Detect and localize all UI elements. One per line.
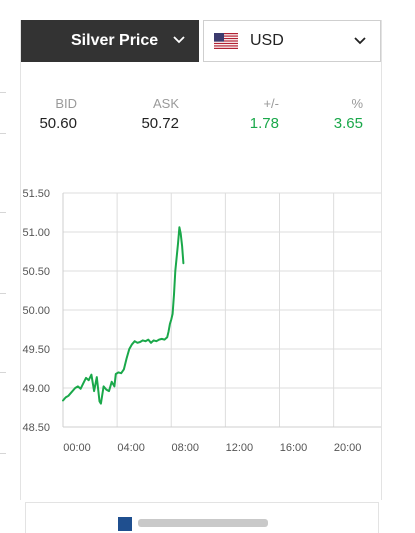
legend-swatch: [118, 517, 132, 531]
bid-value: 50.60: [39, 115, 77, 132]
x-tick-label: 04:00: [117, 442, 145, 454]
price-chart-svg: 48.50 49.00 49.50 50.00 50.50 51.00 51.50 00:00…: [22, 188, 381, 454]
x-tick-label: 16:00: [280, 442, 308, 454]
currency-select[interactable]: USD: [203, 20, 381, 62]
change-quote: +/- 1.78: [199, 96, 279, 135]
metal-select-label: Silver Price: [71, 32, 159, 49]
y-tick-label: 49.00: [22, 383, 50, 395]
y-tick-label: 50.00: [22, 305, 50, 317]
y-tick-label: 49.50: [22, 344, 50, 356]
y-tick-label: 50.50: [22, 266, 50, 278]
legend-text-placeholder: [138, 519, 268, 527]
currency-select-label: USD: [250, 32, 284, 49]
metal-select[interactable]: Silver Price: [21, 20, 199, 62]
chevron-down-icon: [173, 36, 185, 44]
edge-divider: [0, 212, 6, 213]
edge-divider: [0, 92, 6, 93]
x-tick-label: 12:00: [226, 442, 254, 454]
bid-quote: BID 50.60: [0, 96, 77, 135]
page-left-edge: [0, 0, 6, 500]
ask-label: ASK: [152, 96, 179, 111]
change-label: +/-: [263, 96, 279, 111]
price-series-line: [62, 226, 185, 405]
selector-row: Silver Price USD: [21, 20, 381, 64]
percent-label: %: [351, 96, 363, 111]
change-value: 1.78: [249, 115, 279, 132]
chevron-down-icon: [354, 37, 366, 45]
ask-value: 50.72: [141, 115, 179, 132]
y-tick-label: 48.50: [22, 422, 50, 434]
us-flag-icon: [214, 33, 238, 49]
percent-value: 3.65: [333, 115, 363, 132]
ask-quote: ASK 50.72: [99, 96, 179, 135]
edge-divider: [0, 293, 6, 294]
price-chart: 48.50 49.00 49.50 50.00 50.50 51.00 51.50 00:00…: [21, 170, 381, 470]
x-tick-label: 20:00: [334, 442, 362, 454]
percent-quote: % 3.65: [283, 96, 363, 135]
silver-price-widget: Silver Price USD BID: [20, 20, 382, 533]
x-tick-label: 08:00: [171, 442, 199, 454]
x-tick-label: 00:00: [63, 442, 91, 454]
edge-divider: [0, 372, 6, 373]
y-tick-label: 51.50: [22, 188, 50, 200]
bid-label: BID: [55, 96, 77, 111]
edge-divider: [0, 453, 6, 454]
edge-divider: [0, 133, 6, 134]
y-tick-label: 51.00: [22, 227, 50, 239]
quote-row: BID 50.60 ASK 50.72 +/- 1.78 % 3.65: [21, 96, 381, 140]
legend-box: [25, 502, 379, 533]
